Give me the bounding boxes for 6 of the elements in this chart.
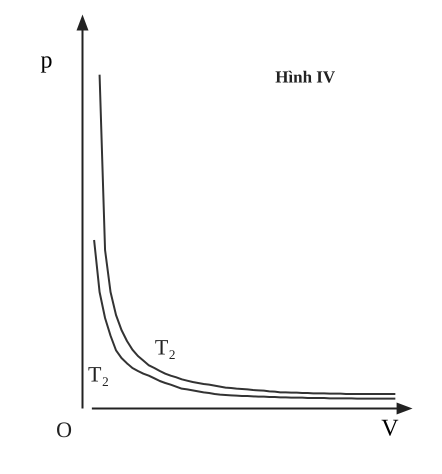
annotation: Hình IV	[275, 67, 336, 86]
text: O	[56, 417, 72, 442]
series-label: T₂	[154, 334, 176, 360]
y-axis-title: p	[40, 48, 52, 74]
x-axis-title: V	[381, 416, 400, 442]
series-label: T₂	[88, 361, 110, 386]
